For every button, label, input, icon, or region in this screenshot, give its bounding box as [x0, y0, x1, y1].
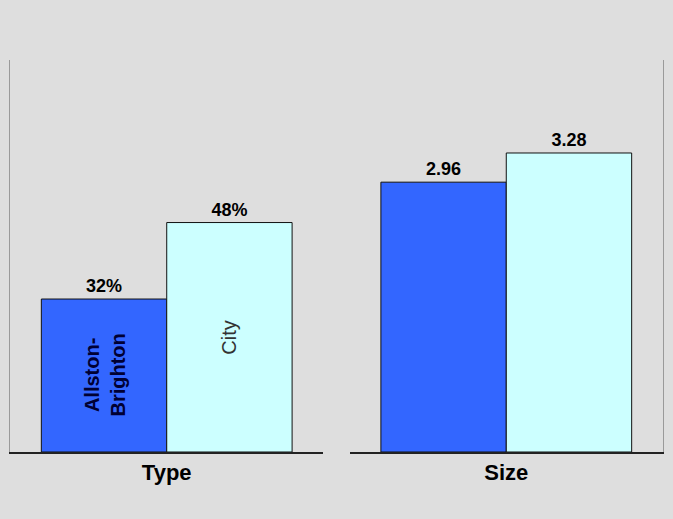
svg-text:Type: Type — [142, 460, 192, 485]
svg-text:Size: Size — [484, 460, 528, 485]
svg-text:Allston-Brighton: Allston-Brighton — [81, 333, 129, 416]
svg-text:48%: 48% — [211, 200, 247, 220]
svg-text:32%: 32% — [86, 276, 122, 296]
svg-text:City: City — [218, 320, 240, 354]
svg-text:2.96: 2.96 — [426, 159, 461, 179]
svg-text:3.28: 3.28 — [551, 130, 586, 150]
